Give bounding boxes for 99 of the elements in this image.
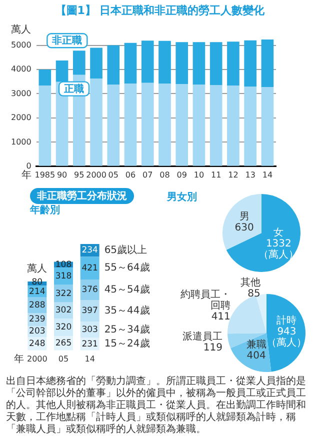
- series-label: 55～64歲: [104, 262, 150, 274]
- chart-title: 非正職勞工分布狀況: [30, 188, 134, 204]
- bar: [261, 86, 274, 166]
- y-tick-label: 2000: [11, 113, 32, 122]
- data-label: 239: [29, 314, 46, 325]
- bar: [124, 84, 137, 166]
- data-label: 320: [55, 322, 72, 333]
- slice-label: 派遣員工: [182, 330, 222, 342]
- data-label: 302: [55, 306, 72, 316]
- slice-label: 兼職: [246, 338, 266, 351]
- data-label: 248: [29, 338, 46, 349]
- bar: [107, 84, 120, 166]
- data-label: 214: [29, 286, 46, 297]
- y-tick-label: 4000: [11, 64, 32, 74]
- x-tick-label: 14: [84, 354, 95, 364]
- bar: [176, 84, 188, 166]
- bar: [90, 78, 102, 166]
- bar: [72, 50, 86, 75]
- x-tick-label: 95: [74, 170, 84, 180]
- series-label: 15～24歲: [104, 338, 150, 350]
- data-label: 630: [234, 222, 254, 234]
- x-tick-label: 90: [56, 170, 68, 180]
- bar: [261, 39, 274, 87]
- x-tick-label: 1985: [34, 170, 56, 180]
- x-tick-label: 14: [262, 170, 273, 180]
- data-label: 288: [29, 300, 46, 310]
- slice-label: 其他: [240, 276, 260, 289]
- y-tick-label: 5000: [11, 40, 32, 50]
- bar: [192, 84, 206, 166]
- data-label: 85: [248, 288, 260, 300]
- x-tick-label: 09: [176, 170, 187, 180]
- bar: [244, 40, 256, 87]
- data-label: 1332: [266, 238, 292, 250]
- x-tick-label: 13: [245, 170, 256, 180]
- bar: [227, 42, 240, 86]
- x-tick-label: 05: [108, 170, 118, 180]
- text: （萬人）: [266, 336, 307, 348]
- bar: [192, 42, 206, 85]
- data-label: 318: [55, 271, 72, 282]
- data-label: 397: [82, 306, 98, 316]
- data-label: 376: [82, 284, 98, 295]
- slice-label: 男: [239, 211, 250, 222]
- x-axis-title: 年: [14, 352, 24, 365]
- data-label: 943: [277, 326, 296, 338]
- x-axis-title: 年: [22, 168, 32, 181]
- x-tick-label: 05: [58, 354, 69, 364]
- text: （萬人）: [258, 248, 299, 260]
- data-label: 234: [82, 246, 98, 256]
- data-label: 231: [82, 339, 98, 350]
- data-label: 203: [29, 326, 46, 337]
- bar: [107, 45, 120, 85]
- y-tick-label: 3000: [11, 88, 32, 98]
- x-tick-label: 2000: [86, 170, 106, 180]
- slice-label: 女: [274, 226, 284, 238]
- series-label: 25～34歲: [104, 323, 150, 336]
- bar: [141, 82, 154, 166]
- data-label: 322: [55, 288, 72, 299]
- data-label: 303: [82, 324, 98, 335]
- data-label: 108: [55, 260, 72, 270]
- bar: [158, 40, 171, 84]
- x-tick-label: 06: [125, 170, 136, 180]
- data-label: 421: [82, 263, 98, 274]
- bar: [38, 69, 52, 86]
- bar: [176, 42, 188, 84]
- slice-label: 計時: [276, 314, 297, 326]
- x-tick-label: 08: [160, 170, 170, 180]
- bar: [244, 86, 256, 166]
- y-tick-label: 1000: [11, 137, 32, 146]
- bar: [210, 42, 222, 86]
- x-tick-label: 2000: [26, 354, 48, 364]
- bar: [38, 85, 52, 166]
- bar: [141, 40, 154, 83]
- series-label: 非正職: [51, 34, 82, 47]
- x-tick-label: 07: [142, 170, 153, 180]
- series-label: 正職: [63, 82, 84, 95]
- data-label: 411: [211, 312, 230, 323]
- bar: [80, 256, 100, 280]
- x-tick-label: 12: [228, 170, 238, 180]
- y-axis-title: 萬人: [27, 262, 48, 275]
- x-tick-label: 11: [210, 170, 222, 180]
- y-tick-label: 0: [26, 161, 32, 170]
- data-label: 119: [203, 342, 222, 354]
- bar: [210, 85, 222, 166]
- series-label: 65歲以上: [104, 244, 148, 256]
- chart-title: 【圖1】 日本正職和非正職的勞工人數變化: [54, 3, 266, 18]
- slice-label: 約聘員工・回聘: [180, 288, 230, 312]
- data-label: 404: [246, 350, 266, 362]
- bar: [124, 42, 137, 84]
- series-label: 35～44歲: [104, 304, 150, 316]
- chart-subtitle: 年齡別: [30, 204, 60, 217]
- chart-title: 男女別: [167, 190, 197, 204]
- text: 出自日本總務省的「勞動力調查」。所謂正職員工・從業人員指的是「公司幹部以外的董事」以外的僱員中，被稱為一般員工或正式員工的人。其他人則被稱為非正職員工・從業人員。在出勤調工作時間和天數，工作地點稱「計時人員」或類似稱呼的人就歸類為計時，稱「兼職人員」或類似稱呼的人就歸類為兼職。: [6, 376, 307, 436]
- x-tick-label: 10: [194, 170, 204, 180]
- y-axis-title: 萬人: [11, 24, 32, 36]
- bar: [90, 48, 102, 78]
- data-label: 265: [55, 338, 72, 348]
- bar: [158, 84, 171, 166]
- bar: [227, 85, 240, 166]
- series-label: 45～54歲: [104, 283, 150, 296]
